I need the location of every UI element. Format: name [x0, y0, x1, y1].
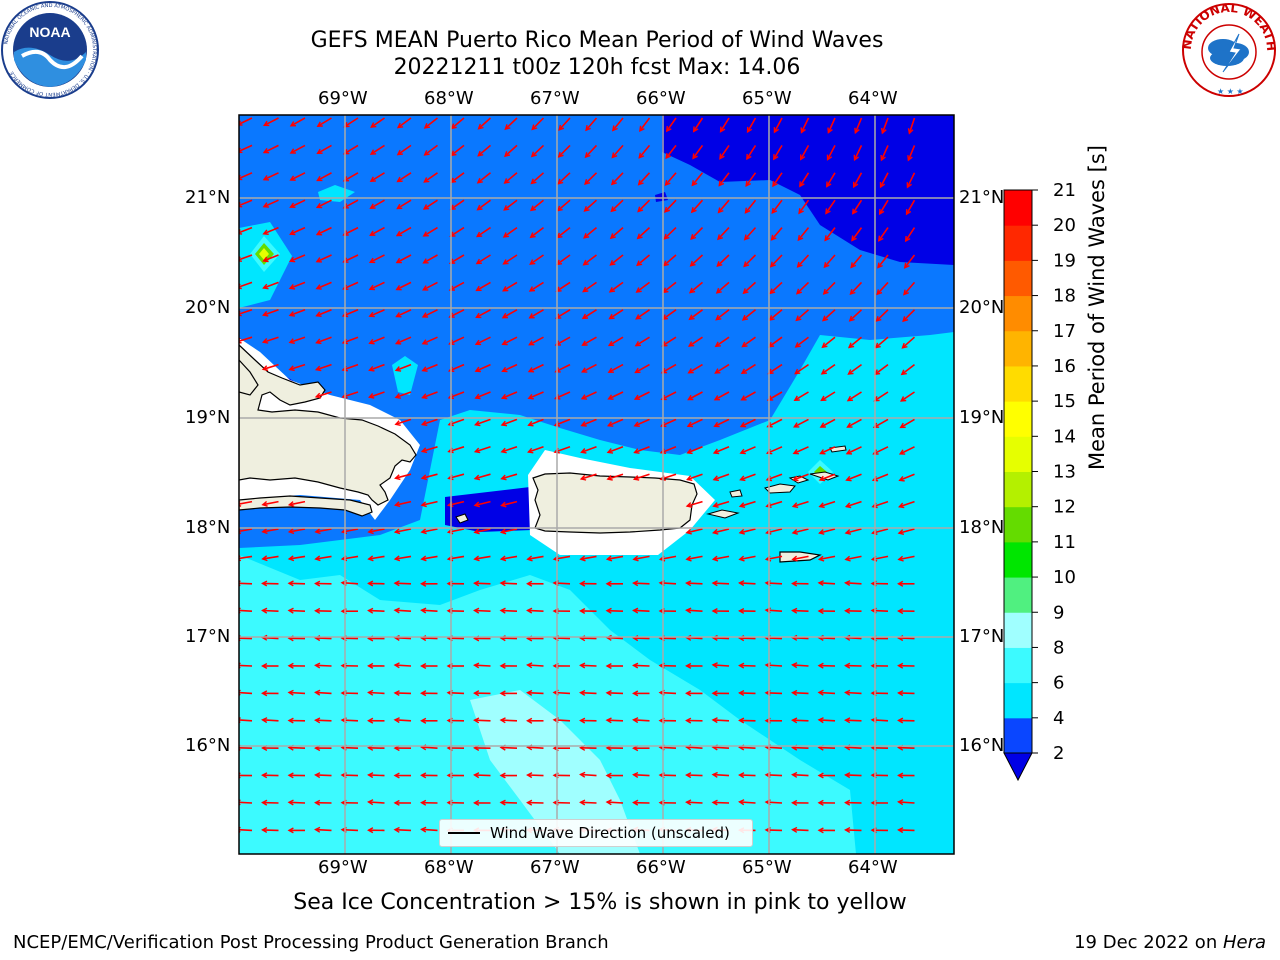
- colorbar-swatch: [1004, 542, 1032, 578]
- colorbar-extend-arrow: [1004, 753, 1032, 780]
- footer-branch: NCEP/EMC/Verification Post Processing Pr…: [13, 932, 609, 953]
- colorbar-tick-label: 12: [1053, 497, 1076, 518]
- colorbar-tick-label: 2: [1053, 743, 1064, 764]
- colorbar-swatch: [1004, 401, 1032, 437]
- colorbar-swatch: [1004, 612, 1032, 648]
- colorbar-tick-label: 16: [1053, 356, 1076, 377]
- colorbar-swatch: [1004, 436, 1032, 472]
- footer-date-text: 19 Dec 2022 on: [1074, 932, 1223, 953]
- footer-host: Hera: [1223, 932, 1266, 953]
- colorbar-tick-label: 21: [1053, 180, 1076, 201]
- noaa-logo-text: NOAA: [29, 24, 70, 40]
- colorbar-tick-label: 6: [1053, 673, 1064, 694]
- colorbar-tick-label: 4: [1053, 708, 1064, 729]
- colorbar-tick-label: 15: [1053, 391, 1076, 412]
- colorbar-tick-label: 20: [1053, 215, 1076, 236]
- footer-date: 19 Dec 2022 on Hera: [1074, 932, 1266, 953]
- colorbar-swatch: [1004, 366, 1032, 402]
- colorbar-tick-label: 8: [1053, 637, 1064, 658]
- colorbar-swatch: [1004, 577, 1032, 613]
- colorbar-tick-label: 13: [1053, 462, 1076, 483]
- colorbar-tick-label: 11: [1053, 532, 1076, 553]
- colorbar-tick-label: 10: [1053, 567, 1076, 588]
- colorbar-tick-label: 19: [1053, 250, 1076, 271]
- nws-logo: NATIONAL WEATHER SERVICE ★ ★ ★: [1177, 0, 1280, 100]
- colorbar-swatch: [1004, 472, 1032, 508]
- colorbar-swatch: [1004, 331, 1032, 367]
- colorbar-swatch: [1004, 647, 1032, 683]
- colorbar-swatch: [1004, 190, 1032, 226]
- colorbar-tick-label: 14: [1053, 426, 1076, 447]
- colorbar-tick-label: 18: [1053, 286, 1076, 307]
- sea-ice-note: Sea Ice Concentration > 15% is shown in …: [0, 890, 1240, 915]
- colorbar-tick-label: 17: [1053, 321, 1076, 342]
- legend-label: Wind Wave Direction (unscaled): [490, 820, 730, 846]
- colorbar-swatch: [1004, 718, 1032, 754]
- noaa-logo: NOAA NATIONAL OCEANIC AND ATMOSPHERIC AD…: [0, 0, 104, 104]
- map-legend: Wind Wave Direction (unscaled): [439, 819, 753, 847]
- colorbar-swatch: [1004, 683, 1032, 719]
- svg-text:★ ★ ★: ★ ★ ★: [1217, 87, 1244, 96]
- colorbar-swatch: [1004, 260, 1032, 296]
- colorbar-label: Mean Period of Wind Waves [s]: [1085, 145, 1109, 470]
- colorbar-tick-label: 9: [1053, 602, 1064, 623]
- legend-line-swatch: [448, 832, 480, 834]
- colorbar-swatch: [1004, 296, 1032, 332]
- colorbar-swatch: [1004, 507, 1032, 543]
- colorbar-swatch: [1004, 225, 1032, 261]
